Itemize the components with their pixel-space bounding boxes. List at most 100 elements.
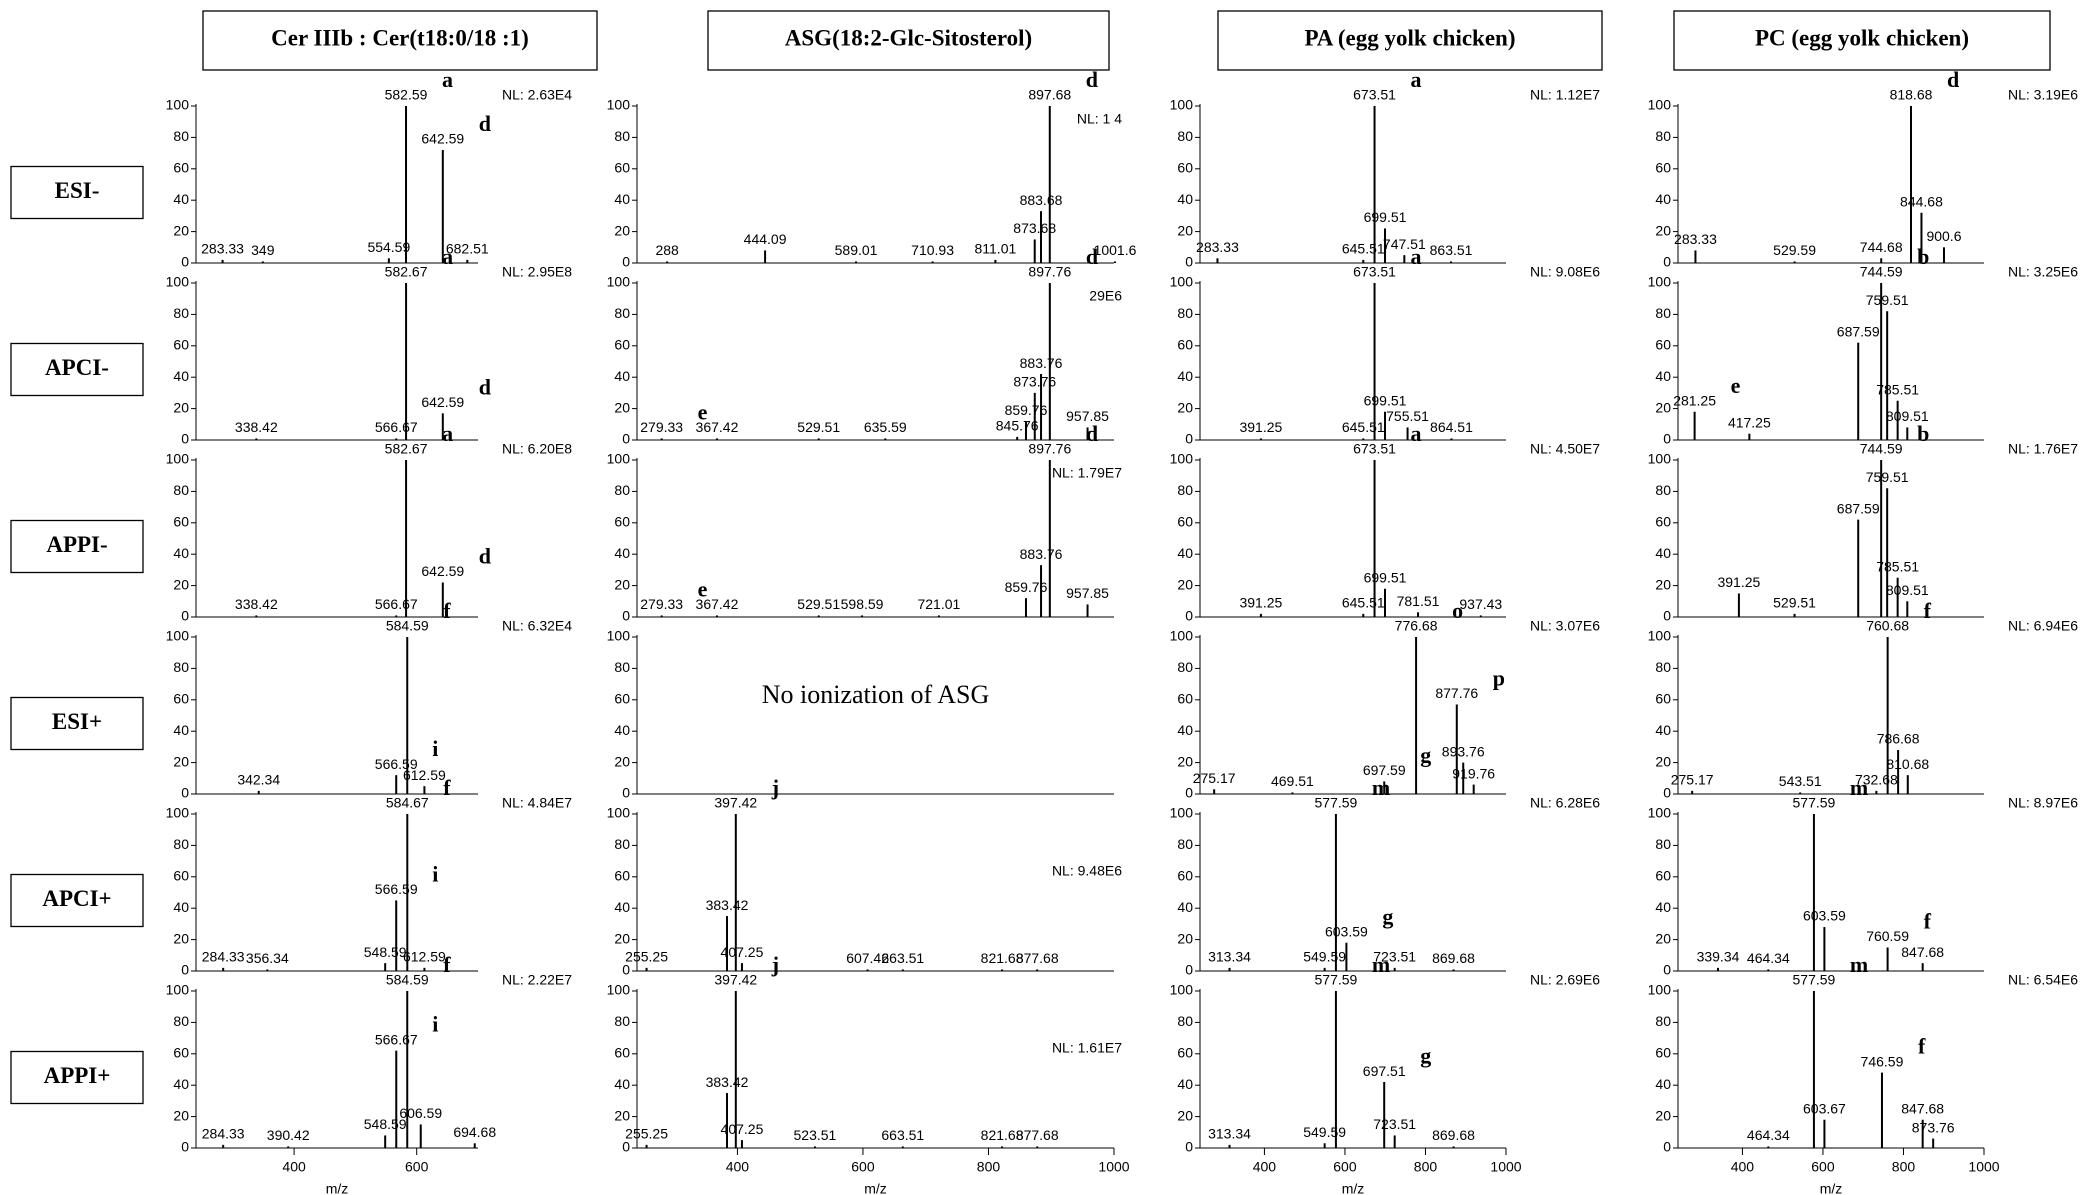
peak-label: 645.51 bbox=[1342, 595, 1385, 611]
y-tick-label: 20 bbox=[1655, 1107, 1671, 1123]
row-header: APPI+ bbox=[44, 1063, 111, 1088]
nl-label: NL: 6.20E8 bbox=[502, 441, 572, 457]
peak-label: 407.25 bbox=[721, 1121, 764, 1137]
y-tick-label: 40 bbox=[173, 545, 189, 561]
y-tick-label: 60 bbox=[1655, 868, 1671, 884]
y-tick-label: 60 bbox=[614, 691, 630, 707]
column-header: Cer IIIb : Cer(t18:0/18 :1) bbox=[271, 25, 529, 50]
peak-label: 694.68 bbox=[453, 1124, 496, 1140]
y-tick-label: 0 bbox=[622, 785, 630, 801]
peak-label: 283.33 bbox=[201, 241, 244, 257]
y-tick-label: 100 bbox=[166, 982, 190, 998]
peak-letter: e bbox=[698, 399, 708, 424]
peak-label: 723.51 bbox=[1373, 1116, 1416, 1132]
peak-label: 383.42 bbox=[706, 1074, 749, 1090]
y-tick-label: 60 bbox=[1177, 160, 1193, 176]
y-tick-label: 20 bbox=[173, 753, 189, 769]
peak-letter: d bbox=[479, 111, 491, 136]
peak-label: 464.34 bbox=[1747, 1127, 1790, 1143]
y-tick-label: 80 bbox=[173, 1013, 189, 1029]
peak-label: 697.51 bbox=[1363, 1063, 1406, 1079]
y-tick-label: 40 bbox=[1655, 1076, 1671, 1092]
peak-label: 673.51 bbox=[1353, 441, 1396, 457]
y-tick-label: 100 bbox=[1170, 982, 1194, 998]
peak-label: 255.25 bbox=[625, 1126, 668, 1142]
peak-label: 919.76 bbox=[1452, 765, 1495, 781]
peak-label: 845.76 bbox=[996, 418, 1039, 434]
peak-label: 847.68 bbox=[1901, 1100, 1944, 1116]
y-tick-label: 80 bbox=[1177, 1013, 1193, 1029]
peak-label: 744.59 bbox=[1860, 441, 1903, 457]
y-tick-label: 20 bbox=[1177, 753, 1193, 769]
peak-label: 645.51 bbox=[1342, 419, 1385, 435]
peak-label: 746.59 bbox=[1861, 1053, 1904, 1069]
peak-label: 339.34 bbox=[1697, 949, 1740, 965]
peak-label: 603.59 bbox=[1325, 923, 1368, 939]
peak-label: 603.67 bbox=[1803, 1100, 1846, 1116]
peak-label: 543.51 bbox=[1779, 773, 1822, 789]
peak-label: 529.51 bbox=[797, 419, 840, 435]
peak-letter: g bbox=[1420, 742, 1431, 767]
y-tick-label: 0 bbox=[1663, 785, 1671, 801]
peak-letter: m bbox=[1372, 775, 1390, 800]
x-tick-label: 600 bbox=[405, 1159, 429, 1175]
peak-label: 747.51 bbox=[1383, 236, 1426, 252]
y-tick-label: 100 bbox=[1648, 274, 1672, 290]
peak-label: 523.51 bbox=[794, 1127, 837, 1143]
peak-label: 642.59 bbox=[421, 131, 464, 147]
y-tick-label: 100 bbox=[1170, 451, 1194, 467]
peak-letter: f bbox=[1918, 1034, 1926, 1059]
y-tick-label: 20 bbox=[1177, 222, 1193, 238]
x-tick-label: 400 bbox=[1731, 1159, 1755, 1175]
x-axis-label: m/z bbox=[326, 1181, 349, 1195]
y-tick-label: 60 bbox=[1177, 514, 1193, 530]
y-tick-label: 80 bbox=[173, 482, 189, 498]
x-tick-label: 400 bbox=[282, 1159, 306, 1175]
peak-label: 584.59 bbox=[386, 972, 429, 988]
y-tick-label: 60 bbox=[1655, 514, 1671, 530]
peak-label: 869.68 bbox=[1432, 950, 1475, 966]
y-tick-label: 100 bbox=[607, 451, 631, 467]
y-tick-label: 100 bbox=[1170, 97, 1194, 113]
row-header-box bbox=[10, 342, 144, 397]
peak-letter: i bbox=[432, 736, 438, 761]
y-tick-label: 0 bbox=[1663, 254, 1671, 270]
nl-label: NL: 9.48E6 bbox=[1052, 863, 1122, 879]
peak-label: 721.01 bbox=[917, 596, 960, 612]
peak-label: 356.34 bbox=[246, 950, 289, 966]
peak-letter: j bbox=[771, 952, 779, 977]
y-tick-label: 40 bbox=[1177, 1076, 1193, 1092]
peak-label: 390.42 bbox=[267, 1127, 310, 1143]
peak-label: 554.59 bbox=[367, 239, 410, 255]
y-tick-label: 80 bbox=[1177, 659, 1193, 675]
peak-label: 785.51 bbox=[1876, 558, 1919, 574]
peak-label: 863.51 bbox=[1430, 242, 1473, 258]
peak-letter: g bbox=[1382, 904, 1393, 929]
peak-label: 760.59 bbox=[1866, 928, 1909, 944]
nl-label: NL: 4.84E7 bbox=[502, 795, 572, 811]
peak-label: 582.67 bbox=[385, 441, 428, 457]
y-tick-label: 80 bbox=[173, 128, 189, 144]
peak-label: 883.76 bbox=[1020, 355, 1063, 371]
peak-letter: d bbox=[1947, 67, 1959, 92]
peak-letter: a bbox=[442, 67, 453, 92]
peak-label: 391.25 bbox=[1717, 574, 1760, 590]
x-tick-label: 800 bbox=[1892, 1159, 1916, 1175]
y-tick-label: 100 bbox=[607, 982, 631, 998]
y-tick-label: 40 bbox=[173, 1076, 189, 1092]
peak-label: 603.59 bbox=[1803, 908, 1846, 924]
peak-label: 283.33 bbox=[1196, 239, 1239, 255]
peak-label: 873.68 bbox=[1013, 220, 1056, 236]
y-tick-label: 60 bbox=[173, 691, 189, 707]
column-header: ASG(18:2-Glc-Sitosterol) bbox=[785, 25, 1032, 50]
y-tick-label: 20 bbox=[173, 399, 189, 415]
nl-label: 29E6 bbox=[1089, 288, 1122, 304]
y-tick-label: 80 bbox=[173, 305, 189, 321]
y-tick-label: 0 bbox=[622, 431, 630, 447]
nl-label: NL: 6.94E6 bbox=[2008, 618, 2078, 634]
peak-label: 284.33 bbox=[202, 1126, 245, 1142]
x-axis-label: m/z bbox=[864, 1181, 887, 1195]
peak-label: 809.51 bbox=[1886, 582, 1929, 598]
y-tick-label: 80 bbox=[614, 305, 630, 321]
